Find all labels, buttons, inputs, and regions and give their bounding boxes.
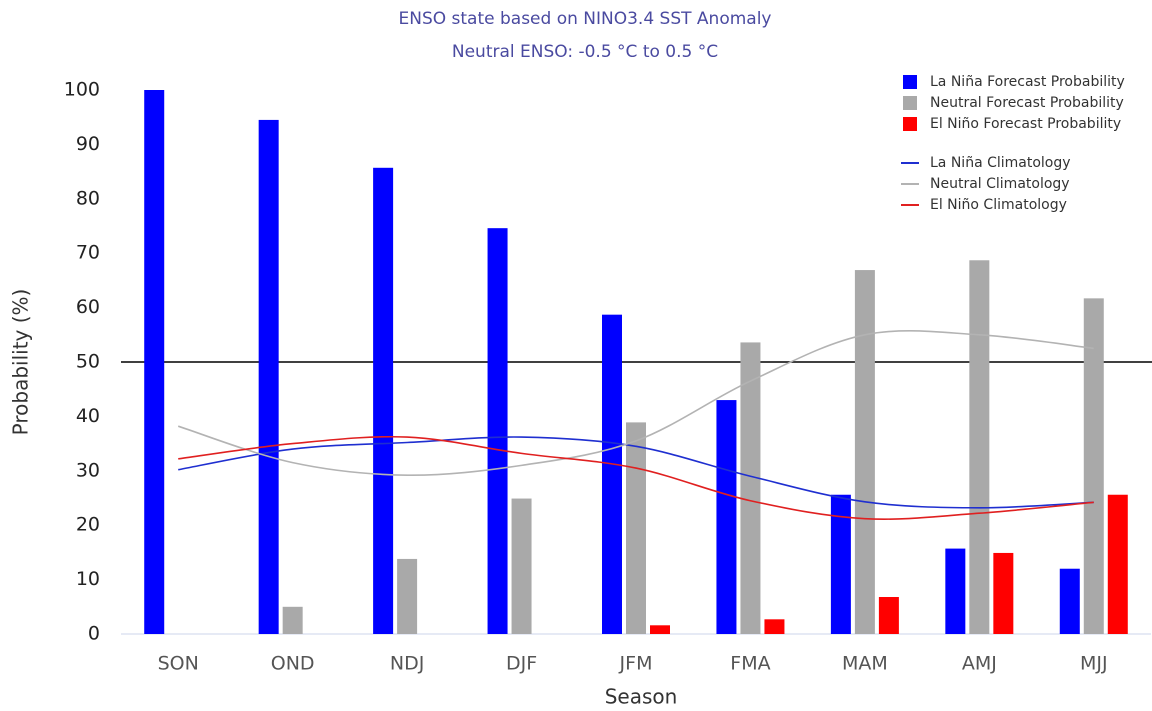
bar	[144, 90, 165, 634]
bar	[1107, 494, 1128, 634]
chart-title: ENSO state based on NINO3.4 SST Anomaly	[398, 9, 771, 29]
x-tick-label: DJF	[506, 653, 537, 675]
bar	[830, 494, 851, 634]
bar	[626, 422, 646, 634]
legend-label: El Niño Forecast Probability	[930, 116, 1121, 132]
y-tick-label: 30	[76, 459, 100, 481]
bar	[511, 498, 532, 634]
bar	[397, 558, 418, 634]
x-tick-label: MAM	[842, 653, 888, 675]
legend-label: La Niña Climatology	[930, 155, 1071, 171]
climatology-line	[178, 435, 1094, 520]
x-tick-label: OND	[271, 653, 315, 675]
bar	[854, 270, 875, 634]
x-tick-label: NDJ	[390, 653, 424, 675]
y-tick-label: 10	[76, 568, 100, 590]
y-tick-label: 40	[76, 405, 100, 427]
bar	[602, 314, 622, 634]
bar	[969, 260, 990, 634]
x-tick-label: AMJ	[962, 653, 997, 675]
legend-swatch	[903, 96, 917, 110]
y-tick-label: 90	[76, 133, 100, 155]
bar	[716, 400, 737, 634]
y-tick-label: 20	[76, 514, 100, 536]
y-tick-label: 50	[76, 351, 100, 373]
bar	[740, 342, 761, 634]
climatology-line	[177, 330, 1094, 476]
x-axis-label: Season	[605, 685, 678, 709]
legend-label: Neutral Forecast Probability	[930, 95, 1124, 111]
y-tick-label: 100	[64, 79, 100, 101]
x-tick-label: SON	[158, 653, 199, 675]
y-tick-label: 80	[76, 187, 100, 209]
legend-label: La Niña Forecast Probability	[930, 74, 1125, 90]
legend-swatch	[903, 117, 917, 131]
bar	[1059, 568, 1080, 634]
bar	[650, 625, 670, 634]
y-tick-label: 70	[76, 242, 100, 264]
bar	[945, 548, 966, 634]
climatology-line	[178, 436, 1094, 509]
legend-label: El Niño Climatology	[930, 197, 1067, 213]
y-axis-label: Probability (%)	[9, 289, 33, 436]
chart-subtitle: Neutral ENSO: -0.5 °C to 0.5 °C	[452, 42, 718, 62]
bar	[764, 619, 785, 634]
y-tick-label: 0	[88, 623, 100, 645]
bar	[373, 167, 394, 635]
bar	[1083, 298, 1104, 634]
bar	[487, 228, 508, 634]
legend-label: Neutral Climatology	[930, 176, 1070, 192]
x-tick-label: JFM	[619, 653, 653, 675]
x-tick-label: FMA	[730, 653, 770, 675]
x-tick-label: MJJ	[1080, 653, 1108, 675]
bar	[282, 606, 303, 634]
y-tick-label: 60	[76, 296, 100, 318]
bar	[993, 552, 1014, 634]
legend-swatch	[903, 75, 917, 89]
bar	[258, 119, 279, 635]
bar	[878, 597, 899, 634]
